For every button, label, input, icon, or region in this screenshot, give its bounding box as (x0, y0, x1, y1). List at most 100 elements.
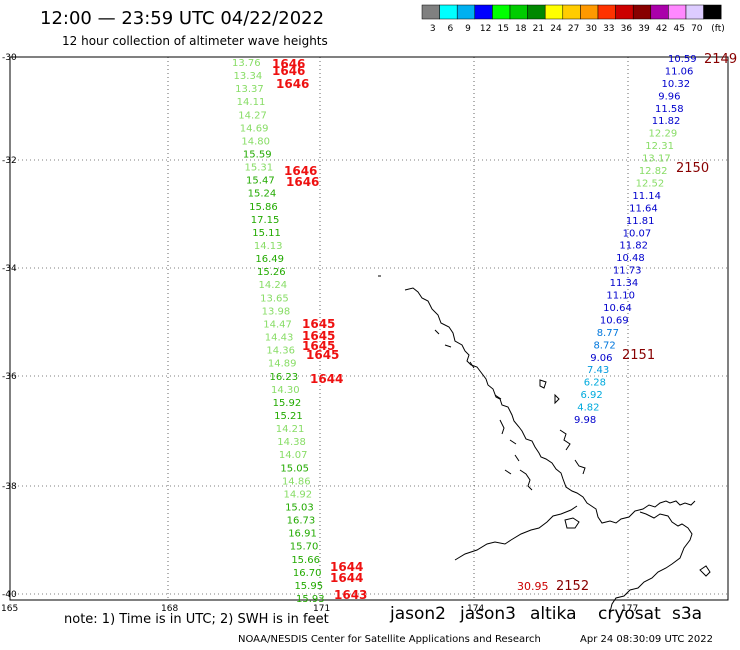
west-time-label: 1644 (330, 571, 363, 585)
generated-timestamp: Apr 24 08:30:09 UTC 2022 (580, 634, 713, 645)
west-swh-label: 15.26 (257, 267, 286, 278)
west-time-label: 1646 (284, 164, 317, 178)
lat-label-2: -34 (2, 264, 17, 274)
legend-label-4: 15 (497, 24, 508, 34)
color-legend: 3 6 9 12 15 18 21 24 27 30 33 36 39 42 45 70 (ft) (421, 4, 725, 34)
legend-label-9: 30 (585, 24, 597, 34)
sat-cryosat-label: cryosat (598, 604, 661, 624)
map-frame (9, 56, 729, 601)
east-swh-label: 7.43 (587, 365, 609, 376)
west-swh-label: 15.47 (246, 176, 275, 187)
lat-label-5: -40 (2, 590, 17, 600)
south-swh-label: 30.95 (517, 580, 549, 593)
legend-label-3: 12 (480, 24, 491, 34)
west-swh-label: 14.27 (238, 110, 267, 121)
west-swh-label: 16.49 (255, 254, 284, 265)
east-swh-label: 11.58 (655, 104, 684, 115)
west-time-label: 1646 (286, 175, 319, 189)
legend-label-0: 3 (430, 24, 436, 34)
lon-label-2: 171 (313, 604, 330, 614)
credit-text: NOAA/NESDIS Center for Satellite Applica… (238, 634, 541, 645)
west-time-label: 1646 (272, 57, 305, 71)
lat-label-0: -30 (2, 53, 17, 63)
east-swh-label: 10.32 (662, 79, 691, 90)
lat-label-4: -38 (2, 482, 17, 492)
sat-s3a-label: s3a (672, 604, 703, 624)
east-swh-label: 13.17 (642, 154, 671, 165)
west-swh-label: 14.47 (263, 319, 292, 330)
west-swh-label: 14.11 (237, 97, 266, 108)
west-swh-label: 15.05 (280, 463, 309, 474)
east-swh-label: 6.92 (580, 390, 602, 401)
east-swh-label: 12.29 (649, 129, 678, 140)
west-swh-label: 14.24 (259, 280, 288, 291)
legend-label-14: 45 (673, 24, 684, 34)
east-swh-label: 10.48 (616, 253, 645, 264)
legend-label-7: 24 (550, 24, 562, 34)
page-subtitle: 12 hour collection of altimeter wave hei… (62, 34, 328, 48)
west-swh-label: 14.80 (241, 136, 270, 147)
legend-label-1: 6 (448, 24, 454, 34)
east-swh-label: 11.64 (629, 203, 658, 214)
east-swh-label: 12.82 (639, 166, 668, 177)
west-swh-label: 16.23 (269, 372, 298, 383)
lat-label-1: -32 (2, 156, 17, 166)
legend-label-5: 18 (515, 24, 527, 34)
west-swh-label: 14.30 (271, 385, 300, 396)
legend-label-10: 33 (603, 24, 614, 34)
lon-label-0: 165 (1, 604, 18, 614)
east-swh-label: 8.72 (593, 340, 615, 351)
east-swh-label: 11.10 (606, 291, 635, 302)
west-time-label: 1645 (306, 348, 339, 362)
east-swh-label: 9.96 (658, 91, 680, 102)
east-time-label: 2149 (704, 52, 737, 67)
track-south: 30.95 2152 (517, 579, 589, 594)
legend-label-12: 39 (638, 24, 650, 34)
west-time-label: 1646 (272, 64, 305, 78)
east-swh-label: 10.07 (623, 228, 652, 239)
west-swh-label: 14.69 (240, 123, 269, 134)
east-swh-label: 4.82 (577, 403, 599, 414)
legend-label-13: 42 (656, 24, 667, 34)
sat-jason3-label: jason3 (460, 604, 516, 624)
east-swh-label: 11.73 (613, 266, 642, 277)
lon-label-4: 177 (621, 604, 638, 614)
west-swh-label: 14.43 (265, 333, 294, 344)
west-swh-label: 14.13 (254, 241, 283, 252)
sat-altika-label: altika (530, 604, 577, 624)
west-time-label: 1646 (276, 77, 309, 91)
east-time-label: 2150 (676, 161, 709, 176)
graticule: -30 -32 -34 -36 -38 -40 165 168 171 174 177 (1, 53, 728, 614)
south-time-label: 2152 (556, 579, 589, 594)
west-swh-label: 14.38 (277, 437, 306, 448)
legend-label-8: 27 (568, 24, 579, 34)
west-swh-label: 14.89 (268, 359, 297, 370)
legend-label-15: 70 (691, 24, 703, 34)
east-swh-label: 8.77 (597, 328, 619, 339)
east-swh-label: 11.14 (632, 191, 661, 202)
west-swh-label: 13.65 (260, 293, 289, 304)
west-swh-label: 15.86 (249, 202, 278, 213)
coastline (378, 275, 711, 613)
east-swh-label: 11.81 (626, 216, 655, 227)
west-time-label: 1643 (334, 588, 367, 602)
west-swh-label: 15.31 (244, 163, 273, 174)
west-swh-label: 14.92 (284, 489, 313, 500)
east-time-label: 2151 (622, 348, 655, 363)
track-east-times: 2149 2150 2151 (622, 52, 737, 363)
west-swh-label: 15.03 (285, 502, 314, 513)
track-west-times: 1646164616461646164616451645164516451644… (272, 57, 367, 602)
west-swh-label: 13.76 (232, 58, 261, 69)
west-swh-label: 15.66 (291, 555, 320, 566)
west-swh-label: 14.21 (276, 424, 305, 435)
track-east: 10.5911.0610.329.9611.5811.8212.2912.311… (574, 54, 697, 426)
east-swh-label: 10.69 (600, 315, 629, 326)
east-swh-label: 9.06 (590, 353, 612, 364)
east-swh-label: 12.31 (645, 141, 674, 152)
east-swh-label: 12.52 (636, 178, 665, 189)
east-swh-label: 6.28 (584, 378, 606, 389)
west-time-label: 1645 (302, 329, 335, 343)
track-west: 13.76 13.34 13.37 14.11 14.27 14.69 14.80 15.59… (232, 58, 325, 605)
